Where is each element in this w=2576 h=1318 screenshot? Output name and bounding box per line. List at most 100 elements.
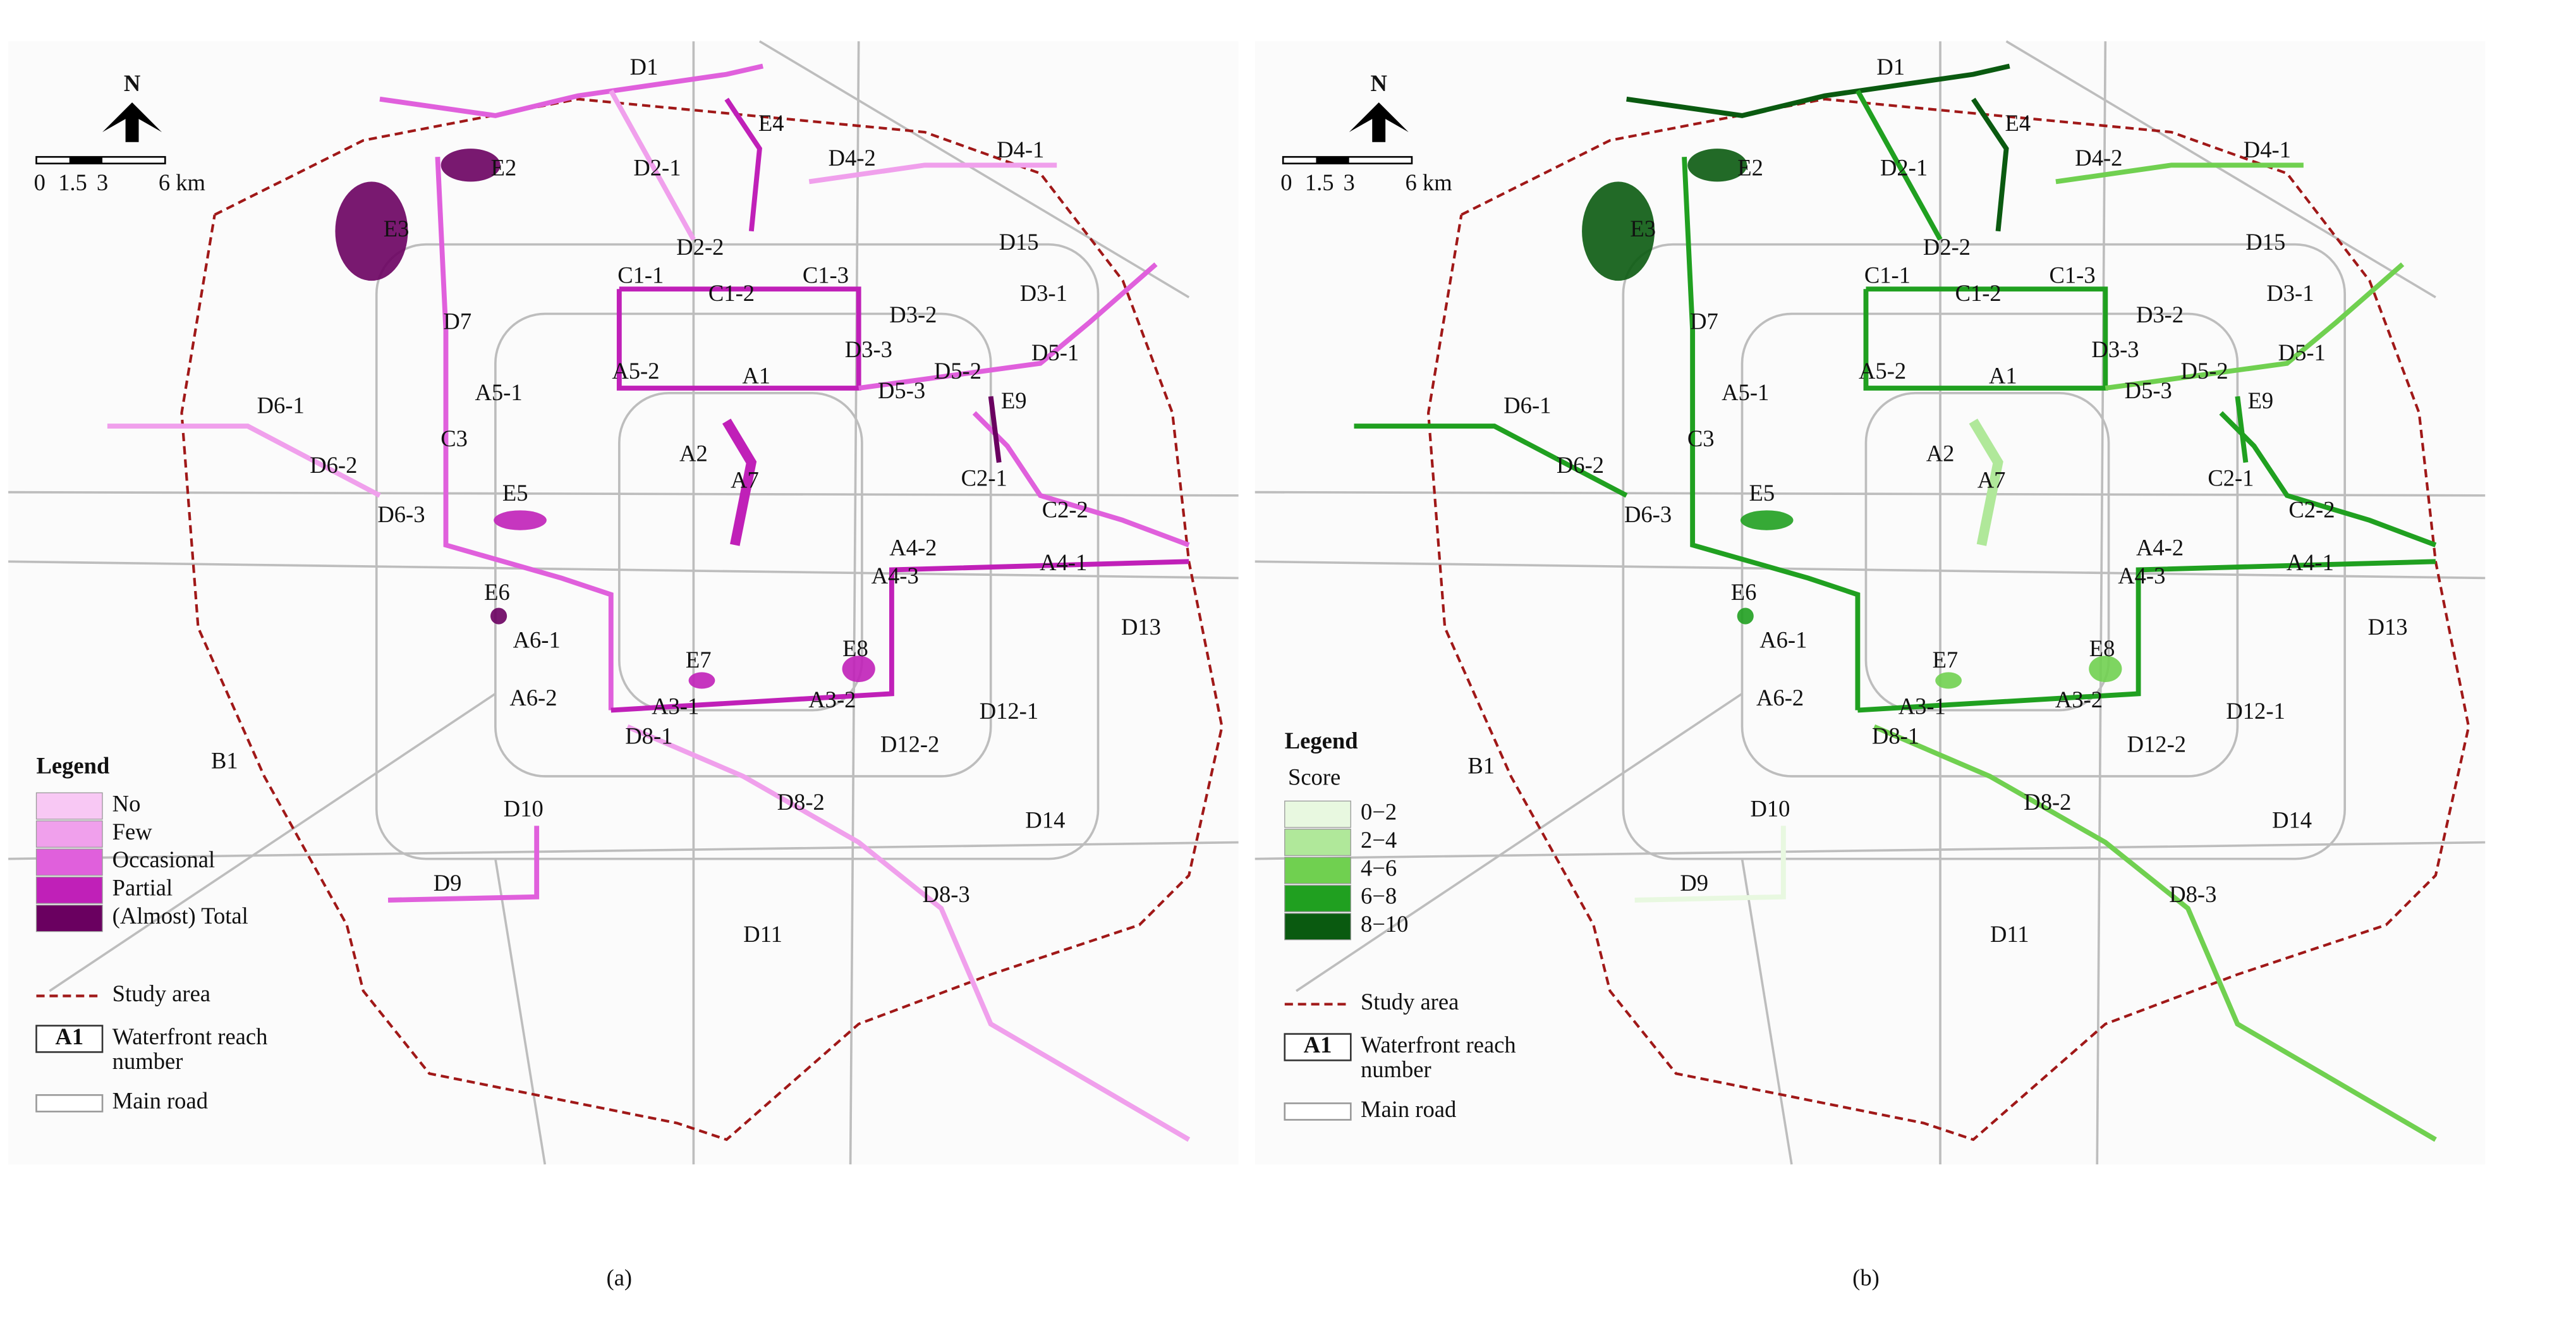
reach-label: E8 <box>2089 635 2115 661</box>
reach-label: E3 <box>384 216 410 241</box>
reach-label: D3-2 <box>2136 302 2184 327</box>
waterfront-area <box>1740 510 1794 530</box>
waterfront-reach <box>107 424 381 498</box>
waterfront-reach <box>988 396 1002 463</box>
waterfront-area <box>1935 672 1962 689</box>
waterfront-reach <box>858 262 1158 391</box>
reach-label: D2-2 <box>1923 234 1971 260</box>
road <box>1255 560 2486 580</box>
road <box>8 491 1239 497</box>
reach-label: D8-3 <box>923 881 970 907</box>
legend-label: 4−6 <box>1361 855 1397 881</box>
scale-label: 6 km <box>1406 169 1452 195</box>
waterfront-reach <box>724 97 762 232</box>
north-label: N <box>1371 70 1387 96</box>
legend-label: Waterfront reach <box>1361 1032 1516 1058</box>
road <box>8 841 1239 860</box>
reach-label: A2 <box>1926 441 1955 467</box>
reach-label: D5-3 <box>878 377 925 403</box>
reach-label: E7 <box>1933 647 1959 673</box>
waterfront-reach <box>1626 63 2010 118</box>
legend-label: number <box>112 1048 183 1074</box>
reach-label: C2-2 <box>1042 496 1088 522</box>
reach-label: D2-2 <box>676 234 724 260</box>
reach-label: D12-2 <box>880 731 939 757</box>
waterfront-area <box>335 181 408 281</box>
scale-label: 6 km <box>159 169 205 195</box>
reach-label: D15 <box>999 229 1039 255</box>
waterfront-reach <box>2105 262 2405 391</box>
waterfront-reach <box>1682 157 1861 711</box>
reach-label: D1 <box>630 54 659 80</box>
road <box>8 560 1239 580</box>
reach-label: C3 <box>1687 425 1715 451</box>
reach-label: A4-2 <box>2136 534 2184 560</box>
scale-label: 1.5 <box>1305 169 1334 195</box>
legend-swatch <box>1284 913 1351 941</box>
legend-road <box>1284 1102 1352 1121</box>
north-arrow <box>102 102 162 142</box>
waterfront-reach <box>1873 724 2437 1142</box>
reach-label: D13 <box>2368 614 2408 640</box>
reach-label: D3-3 <box>845 336 892 362</box>
road <box>49 692 496 992</box>
road <box>494 858 547 1165</box>
reach-label: D5-1 <box>2278 339 2326 365</box>
waterfront-reach <box>435 157 614 711</box>
waterfront-reach <box>808 162 1057 185</box>
study-area-boundary <box>1426 97 2470 1142</box>
study-area-boundary <box>180 97 1224 1142</box>
reach-label: D8-2 <box>777 789 825 815</box>
reach-label: A5-2 <box>1859 358 1906 384</box>
reach-label: A7 <box>1978 467 2006 492</box>
ring-road <box>1864 392 2110 712</box>
reach-label: D5-2 <box>934 358 981 384</box>
legend-title: Legend <box>37 752 110 778</box>
road <box>1296 692 1743 992</box>
waterfront-reach <box>1971 97 2009 232</box>
legend-swatch <box>35 792 103 820</box>
legend-label: 8−10 <box>1361 911 1408 937</box>
reach-label: A4-3 <box>2118 563 2165 589</box>
reach-label: D5-1 <box>1031 339 1079 365</box>
legend-label: 6−8 <box>1361 883 1397 909</box>
panel-label: (b) <box>1852 1264 1880 1290</box>
waterfront-reach <box>379 63 764 118</box>
legend-label: Waterfront reach <box>112 1023 268 1049</box>
reach-label: D15 <box>2245 229 2285 255</box>
legend-label: 0−2 <box>1361 798 1397 824</box>
waterfront-reach <box>387 826 540 903</box>
reach-label: C1-3 <box>2050 262 2096 288</box>
legend-label: number <box>1361 1056 1431 1082</box>
north-arrow <box>1349 102 1409 142</box>
reach-label: E8 <box>842 635 868 661</box>
waterfront-reach <box>611 559 1189 713</box>
legend-label: A1 <box>1304 1032 1332 1058</box>
waterfront-reach <box>1354 424 1628 498</box>
legend-swatch <box>1284 884 1351 912</box>
legend-label: 2−4 <box>1361 827 1397 853</box>
legend-swatch <box>35 848 103 876</box>
legend-box <box>35 1025 104 1053</box>
road <box>758 40 1190 298</box>
reach-label: A4-2 <box>889 534 937 560</box>
reach-label: A7 <box>731 467 759 492</box>
reach-label: D8-1 <box>1872 723 1919 748</box>
waterfront-reach <box>626 724 1191 1142</box>
reach-label: D14 <box>2272 807 2312 833</box>
reach-label: A3-2 <box>808 686 856 712</box>
waterfront-reach <box>1863 286 2108 391</box>
reach-label: C2-2 <box>2288 496 2335 522</box>
scale-label: 1.5 <box>58 169 87 195</box>
reach-label: A1 <box>742 363 770 389</box>
legend-label: No <box>112 790 141 816</box>
reach-label: D6-3 <box>1624 501 1672 527</box>
legend-swatch <box>1284 800 1351 828</box>
legend-swatch <box>1284 828 1351 857</box>
reach-label: A3-2 <box>2055 686 2103 712</box>
reach-label: C1-2 <box>1955 280 2002 306</box>
waterfront-reach <box>1857 559 2436 713</box>
reach-label: C2-1 <box>2208 465 2254 491</box>
waterfront-area <box>2089 656 2122 683</box>
